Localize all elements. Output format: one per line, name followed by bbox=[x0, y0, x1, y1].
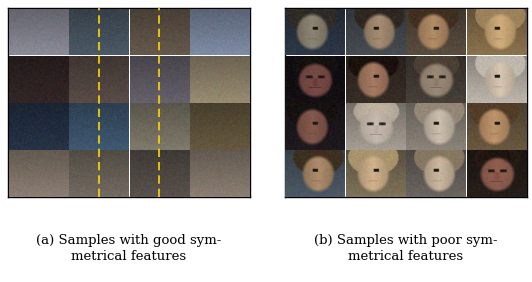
Text: (a) Samples with good sym-
metrical features: (a) Samples with good sym- metrical feat… bbox=[36, 234, 222, 263]
Text: (b) Samples with poor sym-
metrical features: (b) Samples with poor sym- metrical feat… bbox=[314, 234, 497, 263]
